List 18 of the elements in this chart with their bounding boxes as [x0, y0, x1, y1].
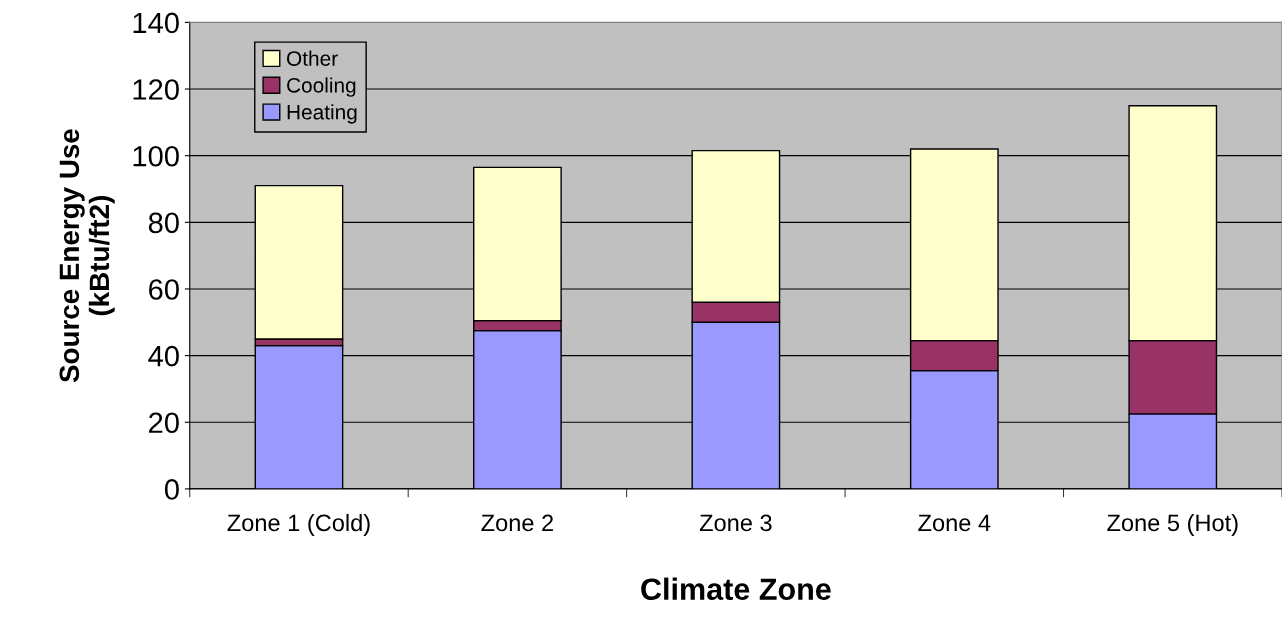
y-tick-label: 140 [133, 12, 179, 34]
y-tick-label: 100 [133, 145, 179, 167]
legend-label: Heating [287, 104, 357, 124]
y-tick-label: 60 [149, 279, 179, 300]
legend-label: Other [287, 50, 338, 66]
y-tick-label: 20 [149, 412, 179, 434]
y-axis-title: Source Energy Use (kBtu/ft2) [59, 129, 115, 383]
x-axis-title: Climate Zone [641, 577, 831, 601]
y-tick-label: 0 [164, 479, 179, 500]
legend-label: Cooling [287, 77, 356, 97]
x-tick-label: Zone 3 [699, 514, 772, 532]
x-tick-label: Zone 1 (Cold) [227, 513, 370, 536]
x-tick-label: Zone 5 (Hot) [1107, 513, 1238, 536]
x-tick-label: Zone 4 [918, 514, 991, 532]
y-tick-label: 80 [148, 212, 179, 234]
y-tick-label: 40 [148, 345, 179, 367]
x-tick-label: Zone 2 [481, 514, 553, 532]
y-tick-label: 120 [133, 79, 179, 100]
